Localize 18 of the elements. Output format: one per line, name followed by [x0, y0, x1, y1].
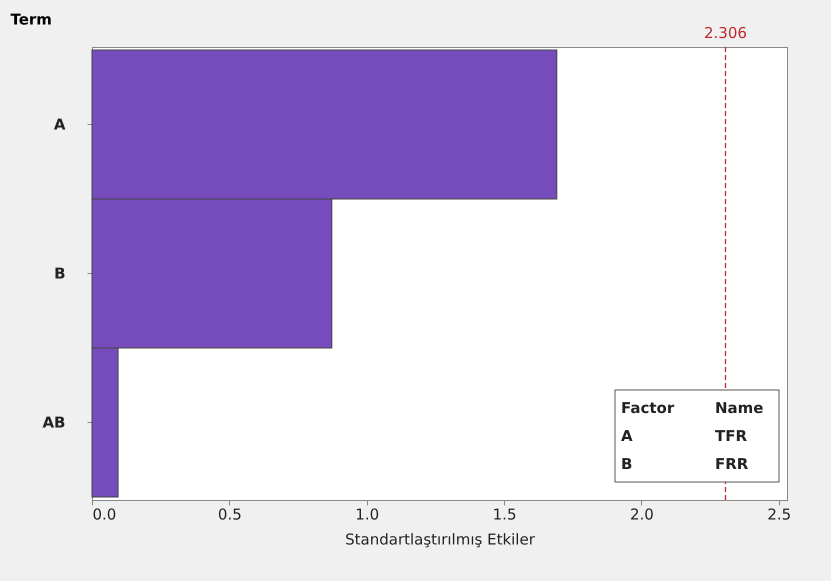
- y-tick-label: AB: [42, 414, 66, 432]
- y-tick-label: A: [54, 115, 66, 134]
- x-tick-label: 0.5: [218, 506, 242, 524]
- x-tick-label: 1.0: [355, 506, 380, 524]
- x-tick-label: 1.5: [492, 506, 516, 524]
- annotation: A: [621, 427, 633, 445]
- x-tick-label: 2.5: [767, 506, 792, 524]
- annotation: FRR: [715, 455, 749, 473]
- ref-line-label: 2.306: [704, 24, 747, 42]
- x-axis-title: Standartlaştırılmış Etkiler: [345, 530, 536, 548]
- annotation: B: [621, 455, 632, 473]
- y-axis-title: Term: [10, 10, 52, 28]
- y-tick-label: B: [54, 264, 66, 282]
- annotation: Name: [715, 399, 764, 417]
- annotation: Factor: [621, 399, 675, 417]
- x-tick-label: 0.0: [92, 506, 116, 524]
- annotation: TFR: [715, 427, 748, 445]
- x-tick-label: 2.0: [630, 506, 654, 524]
